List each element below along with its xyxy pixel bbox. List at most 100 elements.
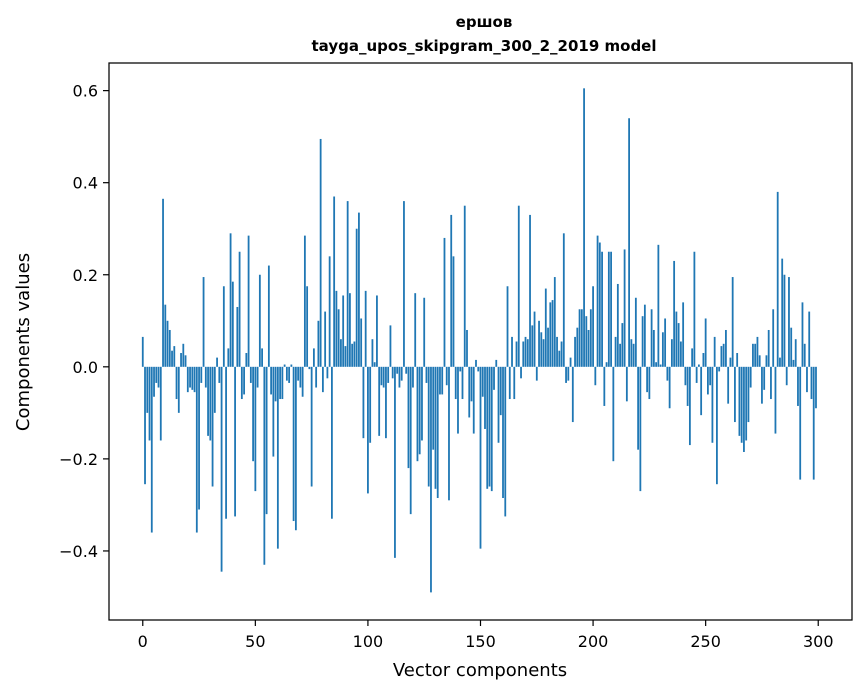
bar-component-145 <box>468 366 471 418</box>
bar-component-165 <box>513 366 516 400</box>
bar-component-58 <box>272 366 275 457</box>
x-axis-label: Vector components <box>393 660 567 681</box>
bar-component-35 <box>220 366 223 572</box>
bar-component-159 <box>499 366 502 416</box>
bar-component-220 <box>637 366 640 450</box>
bar-component-283 <box>779 357 781 367</box>
y-axis-label: Components values <box>13 253 34 431</box>
bar-component-143 <box>463 205 466 367</box>
bar-component-286 <box>785 366 788 386</box>
bar-component-0 <box>141 336 144 367</box>
bar-component-277 <box>765 355 768 367</box>
bar-component-106 <box>380 366 383 386</box>
bar-component-86 <box>335 290 338 367</box>
bar-component-279 <box>770 366 772 400</box>
bar-component-183 <box>553 277 556 367</box>
bar-component-238 <box>677 323 680 367</box>
bar-component-290 <box>794 339 797 367</box>
bar-component-12 <box>168 329 171 367</box>
bar-component-123 <box>418 366 421 455</box>
bar-component-152 <box>484 366 486 429</box>
bar-component-296 <box>808 311 811 367</box>
bar-component-138 <box>452 256 455 367</box>
bar-component-256 <box>718 366 721 372</box>
bar-component-288 <box>790 327 793 367</box>
bar-component-129 <box>432 366 435 450</box>
bar-component-197 <box>585 316 588 367</box>
bar-component-110 <box>389 325 392 367</box>
bar-component-207 <box>607 251 610 367</box>
bar-component-30 <box>209 366 212 441</box>
bar-component-284 <box>781 258 784 367</box>
bar-component-74 <box>308 366 311 370</box>
bar-component-195 <box>580 309 583 367</box>
chart-title: ершов <box>456 13 513 31</box>
bar-component-60 <box>276 366 279 549</box>
bar-component-244 <box>691 348 694 367</box>
bar-component-119 <box>409 366 412 515</box>
bar-component-136 <box>448 366 450 501</box>
bar-component-36 <box>222 286 225 367</box>
bar-component-231 <box>661 332 664 367</box>
bar-component-265 <box>738 366 741 436</box>
bar-component-187 <box>562 233 565 367</box>
plot-frame <box>108 62 853 621</box>
bar-component-130 <box>434 366 437 489</box>
bar-component-261 <box>729 357 732 367</box>
bar-component-176 <box>538 320 540 367</box>
bar-component-269 <box>747 366 750 423</box>
bar-component-139 <box>454 366 457 400</box>
bar-component-83 <box>328 256 331 367</box>
bar-component-14 <box>173 346 176 367</box>
bar-component-209 <box>612 366 615 462</box>
bar-component-91 <box>346 201 349 367</box>
bar-component-15 <box>175 366 178 400</box>
bar-component-2 <box>146 366 149 413</box>
bar-component-216 <box>628 118 630 367</box>
bar-component-133 <box>441 366 444 395</box>
bar-component-260 <box>727 366 730 404</box>
bar-component-51 <box>256 366 259 388</box>
bar-component-275 <box>761 366 763 404</box>
bar-component-134 <box>443 237 446 367</box>
bar-component-297 <box>810 366 813 400</box>
bar-component-140 <box>457 366 459 434</box>
bar-component-228 <box>655 362 658 367</box>
bar-component-223 <box>643 304 646 367</box>
bar-component-31 <box>211 366 214 487</box>
bar-component-101 <box>369 366 372 443</box>
bar-component-196 <box>583 88 585 367</box>
bar-component-64 <box>285 366 288 381</box>
bar-component-92 <box>349 293 351 367</box>
bar-component-97 <box>360 318 363 367</box>
bar-component-262 <box>731 277 734 367</box>
bar-component-175 <box>535 366 538 381</box>
bar-component-47 <box>247 235 250 367</box>
bar-component-217 <box>630 339 633 367</box>
bar-component-272 <box>754 343 757 367</box>
bar-component-278 <box>767 329 770 367</box>
bar-component-233 <box>666 366 669 381</box>
bar-component-234 <box>668 366 671 409</box>
bar-component-167 <box>517 205 520 367</box>
bar-component-287 <box>788 277 790 367</box>
bar-component-199 <box>589 309 592 367</box>
bar-component-112 <box>394 366 396 558</box>
bar-component-189 <box>567 366 570 381</box>
bar-component-214 <box>623 249 626 367</box>
bar-component-218 <box>632 343 635 367</box>
bar-component-185 <box>558 350 561 367</box>
bar-component-158 <box>497 366 500 443</box>
bar-component-168 <box>520 366 522 379</box>
bar-component-206 <box>605 362 608 367</box>
bar-component-147 <box>472 366 475 434</box>
bar-component-157 <box>495 359 498 367</box>
bar-component-248 <box>700 366 703 416</box>
bar-component-41 <box>234 366 236 517</box>
bar-component-11 <box>166 320 169 367</box>
x-tick-label: 50 <box>245 632 265 651</box>
bar-component-9 <box>162 198 164 367</box>
bar-component-93 <box>351 343 354 367</box>
bar-component-213 <box>621 323 624 367</box>
